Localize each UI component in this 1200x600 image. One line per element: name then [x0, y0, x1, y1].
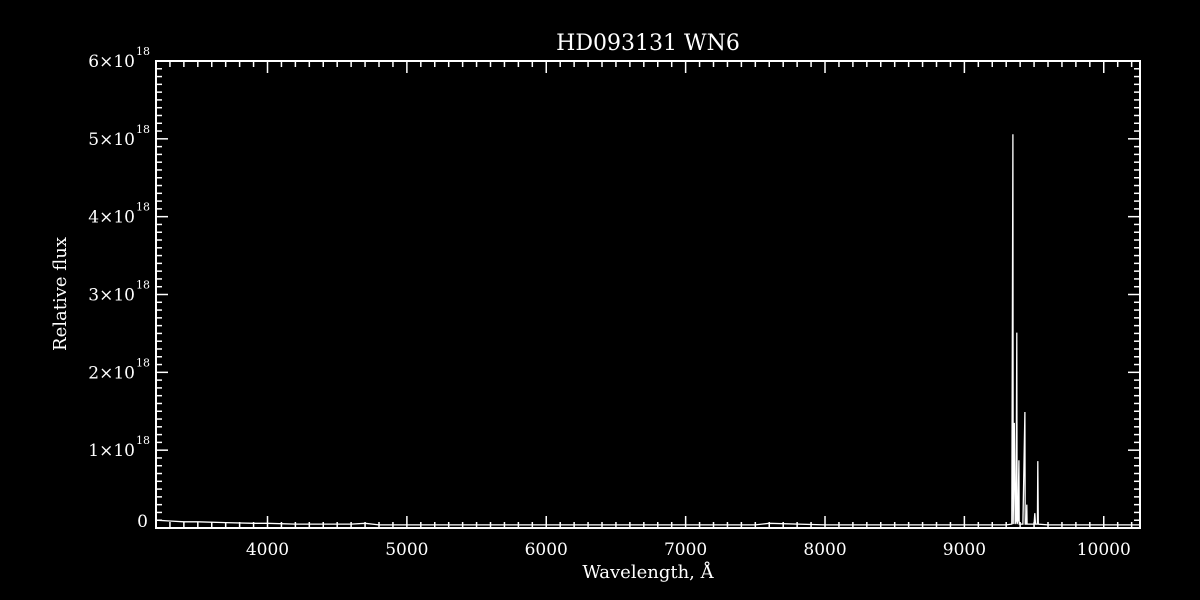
y-tick-exponent: 18 — [136, 201, 150, 214]
plot-frame — [155, 60, 1141, 529]
y-tick-label: 6×10 — [88, 52, 135, 72]
y-tick-label: 5×10 — [88, 130, 135, 150]
y-tick-exponent: 18 — [136, 123, 150, 136]
y-tick-exponent: 18 — [136, 434, 150, 447]
y-tick-label: 2×10 — [88, 363, 135, 383]
x-tick-label: 7000 — [664, 540, 707, 560]
x-tick-label: 10000 — [1077, 540, 1131, 560]
x-tick-label: 5000 — [385, 540, 428, 560]
y-axis-label: Relative flux — [50, 237, 71, 351]
y-tick-label: 4×10 — [88, 208, 135, 228]
y-tick-label: 0 — [137, 512, 148, 532]
x-tick-label: 4000 — [246, 540, 289, 560]
x-tick-label: 6000 — [525, 540, 568, 560]
series-group — [155, 134, 1140, 526]
y-tick-exponent: 18 — [136, 45, 150, 58]
y-tick-label: 1×10 — [88, 441, 135, 461]
axis-ticks — [155, 60, 1140, 529]
y-tick-exponent: 18 — [136, 279, 150, 292]
spectrum-line — [155, 134, 1140, 526]
x-tick-label: 8000 — [803, 540, 846, 560]
chart-title: HD093131 WN6 — [556, 31, 740, 56]
tick-labels: 4000 5000 6000 7000 8000 9000 100000181×10182×… — [88, 45, 1131, 560]
x-axis-label: Wavelength, Å — [582, 561, 714, 583]
x-tick-label: 9000 — [943, 540, 986, 560]
y-tick-exponent: 18 — [136, 356, 150, 369]
y-tick-label: 3×10 — [88, 286, 135, 306]
